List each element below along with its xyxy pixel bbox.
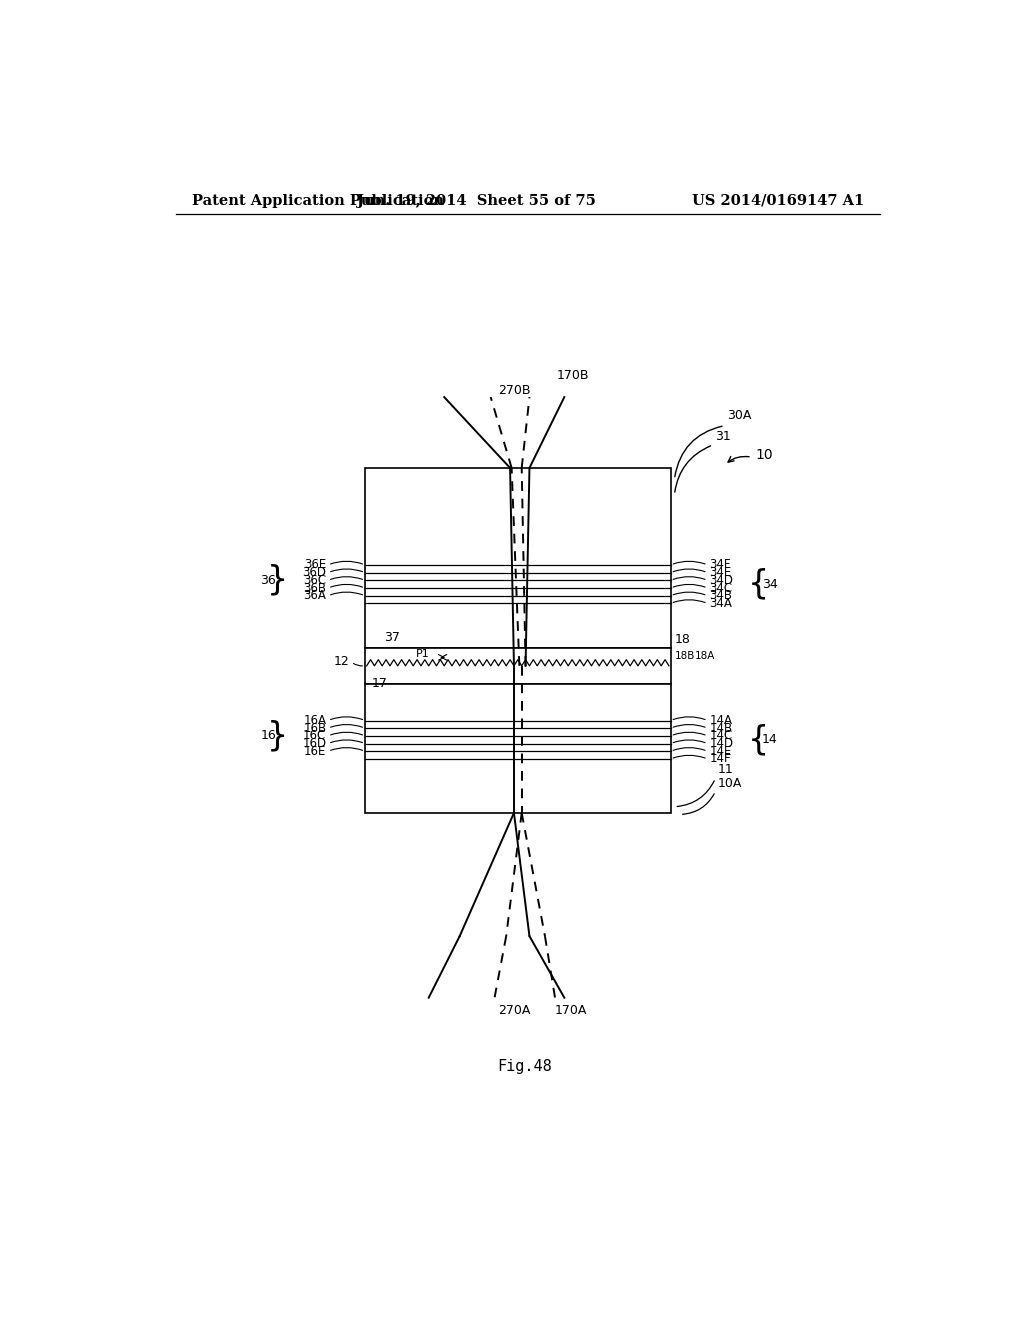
Text: 14E: 14E — [710, 744, 731, 758]
Text: 270A: 270A — [499, 1003, 530, 1016]
Text: 14D: 14D — [710, 737, 733, 750]
Text: 34C: 34C — [710, 582, 732, 594]
Text: 31: 31 — [716, 429, 731, 442]
Text: 14A: 14A — [710, 714, 732, 727]
Text: 36D: 36D — [302, 566, 327, 579]
Text: 34F: 34F — [710, 558, 731, 572]
Bar — [366, 469, 671, 648]
Bar — [366, 684, 671, 813]
Text: 16D: 16D — [302, 737, 327, 750]
Text: }: } — [266, 719, 288, 752]
Text: P1: P1 — [416, 649, 429, 659]
Text: 34: 34 — [762, 578, 777, 591]
Text: 10: 10 — [756, 447, 773, 462]
Text: 18: 18 — [675, 632, 690, 645]
Text: 36C: 36C — [303, 574, 327, 587]
Text: US 2014/0169147 A1: US 2014/0169147 A1 — [692, 194, 864, 207]
Text: 16B: 16B — [303, 722, 327, 735]
Text: }: } — [266, 564, 288, 597]
Text: 16E: 16E — [304, 744, 327, 758]
Text: 14C: 14C — [710, 730, 732, 742]
Text: 34B: 34B — [710, 589, 732, 602]
Text: 18B: 18B — [675, 651, 694, 661]
Text: 37: 37 — [385, 631, 400, 644]
Text: 34E: 34E — [710, 566, 731, 579]
Text: 14F: 14F — [710, 752, 731, 766]
Text: Patent Application Publication: Patent Application Publication — [191, 194, 443, 207]
Text: 36B: 36B — [303, 582, 327, 594]
Text: 34D: 34D — [710, 574, 733, 587]
Text: 12: 12 — [334, 656, 349, 668]
Text: 270B: 270B — [499, 384, 531, 397]
Text: 16C: 16C — [303, 730, 327, 742]
Text: 14B: 14B — [710, 722, 732, 735]
Text: {: { — [748, 723, 769, 756]
Text: 18A: 18A — [695, 651, 716, 661]
Text: 30A: 30A — [727, 409, 752, 422]
Text: 36: 36 — [260, 574, 276, 587]
Text: 170A: 170A — [555, 1003, 588, 1016]
Text: 36A: 36A — [303, 589, 327, 602]
Text: 36E: 36E — [304, 558, 327, 572]
Bar — [366, 648, 671, 684]
Text: 17: 17 — [372, 677, 387, 689]
Text: 34A: 34A — [710, 597, 732, 610]
Text: 16: 16 — [260, 730, 276, 742]
Text: Jun. 19, 2014  Sheet 55 of 75: Jun. 19, 2014 Sheet 55 of 75 — [357, 194, 596, 207]
Text: Fig.48: Fig.48 — [498, 1060, 552, 1074]
Text: {: { — [748, 568, 769, 601]
Text: 14: 14 — [762, 733, 777, 746]
Text: 16A: 16A — [303, 714, 327, 727]
Text: 10A: 10A — [718, 776, 742, 789]
Text: 170B: 170B — [557, 368, 589, 381]
Text: 11: 11 — [718, 763, 733, 776]
